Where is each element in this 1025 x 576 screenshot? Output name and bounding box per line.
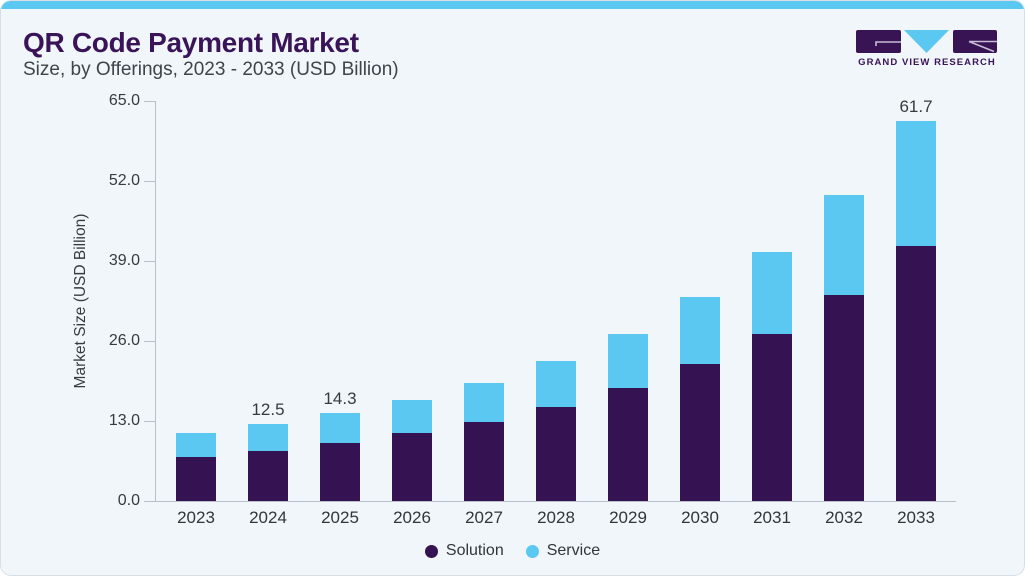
y-axis-line — [155, 101, 156, 501]
bar-segment-solution-2033 — [896, 246, 936, 501]
y-axis-tick-label: 65.0 — [108, 92, 140, 109]
x-axis-label-2025: 2025 — [321, 508, 359, 527]
bar-segment-solution-2030 — [680, 363, 720, 501]
bar-segment-service-2030 — [680, 297, 720, 364]
chart-legend: Solution Service — [1, 540, 1024, 562]
bar-segment-service-2029 — [608, 333, 648, 389]
chart-subtitle: Size, by Offerings, 2023 - 2033 (USD Bil… — [23, 59, 399, 80]
y-axis-tick-label: 39.0 — [108, 252, 140, 269]
bar-segment-solution-2024 — [248, 450, 288, 501]
bar-segment-solution-2023 — [176, 456, 216, 501]
x-axis-label-2023: 2023 — [177, 508, 215, 527]
y-axis-tick — [144, 421, 155, 422]
bar-segment-solution-2026 — [392, 433, 432, 501]
bar-segment-solution-2027 — [464, 421, 504, 501]
legend-item-solution: Solution — [424, 542, 504, 560]
y-axis-tick-label: 0.0 — [117, 492, 140, 509]
legend-dot-service — [525, 544, 539, 558]
y-axis-tick-label: 13.0 — [108, 412, 140, 429]
x-axis-label-2029: 2029 — [609, 508, 647, 527]
y-axis-title: Market Size (USD Billion) — [72, 213, 89, 389]
bar-segment-solution-2032 — [824, 295, 864, 501]
y-axis-tick-label: 26.0 — [108, 332, 140, 349]
y-axis-tick-label: 52.0 — [108, 172, 140, 189]
gvr-logo-text: GRAND VIEW RESEARCH — [858, 57, 996, 68]
legend-label-solution: Solution — [445, 542, 504, 559]
bar-segment-service-2023 — [176, 433, 216, 457]
bar-segment-service-2028 — [536, 360, 576, 408]
chart-title: QR Code Payment Market — [23, 27, 359, 58]
x-axis-label-2026: 2026 — [393, 508, 431, 527]
bar-segment-solution-2031 — [752, 333, 792, 501]
bar-segment-service-2032 — [824, 194, 864, 296]
bar-segment-service-2024 — [248, 424, 288, 451]
x-axis-label-2031: 2031 — [753, 508, 791, 527]
x-axis-label-2030: 2030 — [681, 508, 719, 527]
bar-segment-service-2026 — [392, 400, 432, 434]
legend-item-service: Service — [525, 542, 601, 560]
bar-segment-service-2025 — [320, 413, 360, 443]
bar-total-label-2024: 12.5 — [251, 400, 285, 420]
legend-dot-solution — [424, 544, 438, 558]
bar-segment-solution-2029 — [608, 388, 648, 501]
y-axis-tick — [144, 261, 155, 262]
x-axis-label-2032: 2032 — [825, 508, 863, 527]
x-axis-label-2024: 2024 — [249, 508, 287, 527]
bar-segment-solution-2025 — [320, 442, 360, 501]
y-axis-tick — [144, 341, 155, 342]
x-axis-label-2028: 2028 — [537, 508, 575, 527]
bar-segment-service-2033 — [896, 121, 936, 247]
bar-segment-service-2027 — [464, 382, 504, 422]
bar-total-label-2025: 14.3 — [323, 389, 357, 408]
gvr-logo: GRAND VIEW RESEARCH — [856, 30, 998, 68]
x-axis-line — [144, 501, 956, 502]
bar-segment-solution-2028 — [536, 407, 576, 501]
bar-segment-service-2031 — [752, 252, 792, 334]
x-axis-label-2033: 2033 — [897, 508, 935, 527]
y-axis-tick — [144, 101, 155, 102]
bar-total-label-2033: 61.7 — [899, 97, 933, 117]
x-axis-label-2027: 2027 — [465, 508, 503, 527]
gvr-logo-icon — [856, 30, 997, 53]
y-axis-tick — [144, 181, 155, 182]
legend-label-service: Service — [546, 542, 601, 559]
card-top-accent-bar — [1, 1, 1024, 9]
